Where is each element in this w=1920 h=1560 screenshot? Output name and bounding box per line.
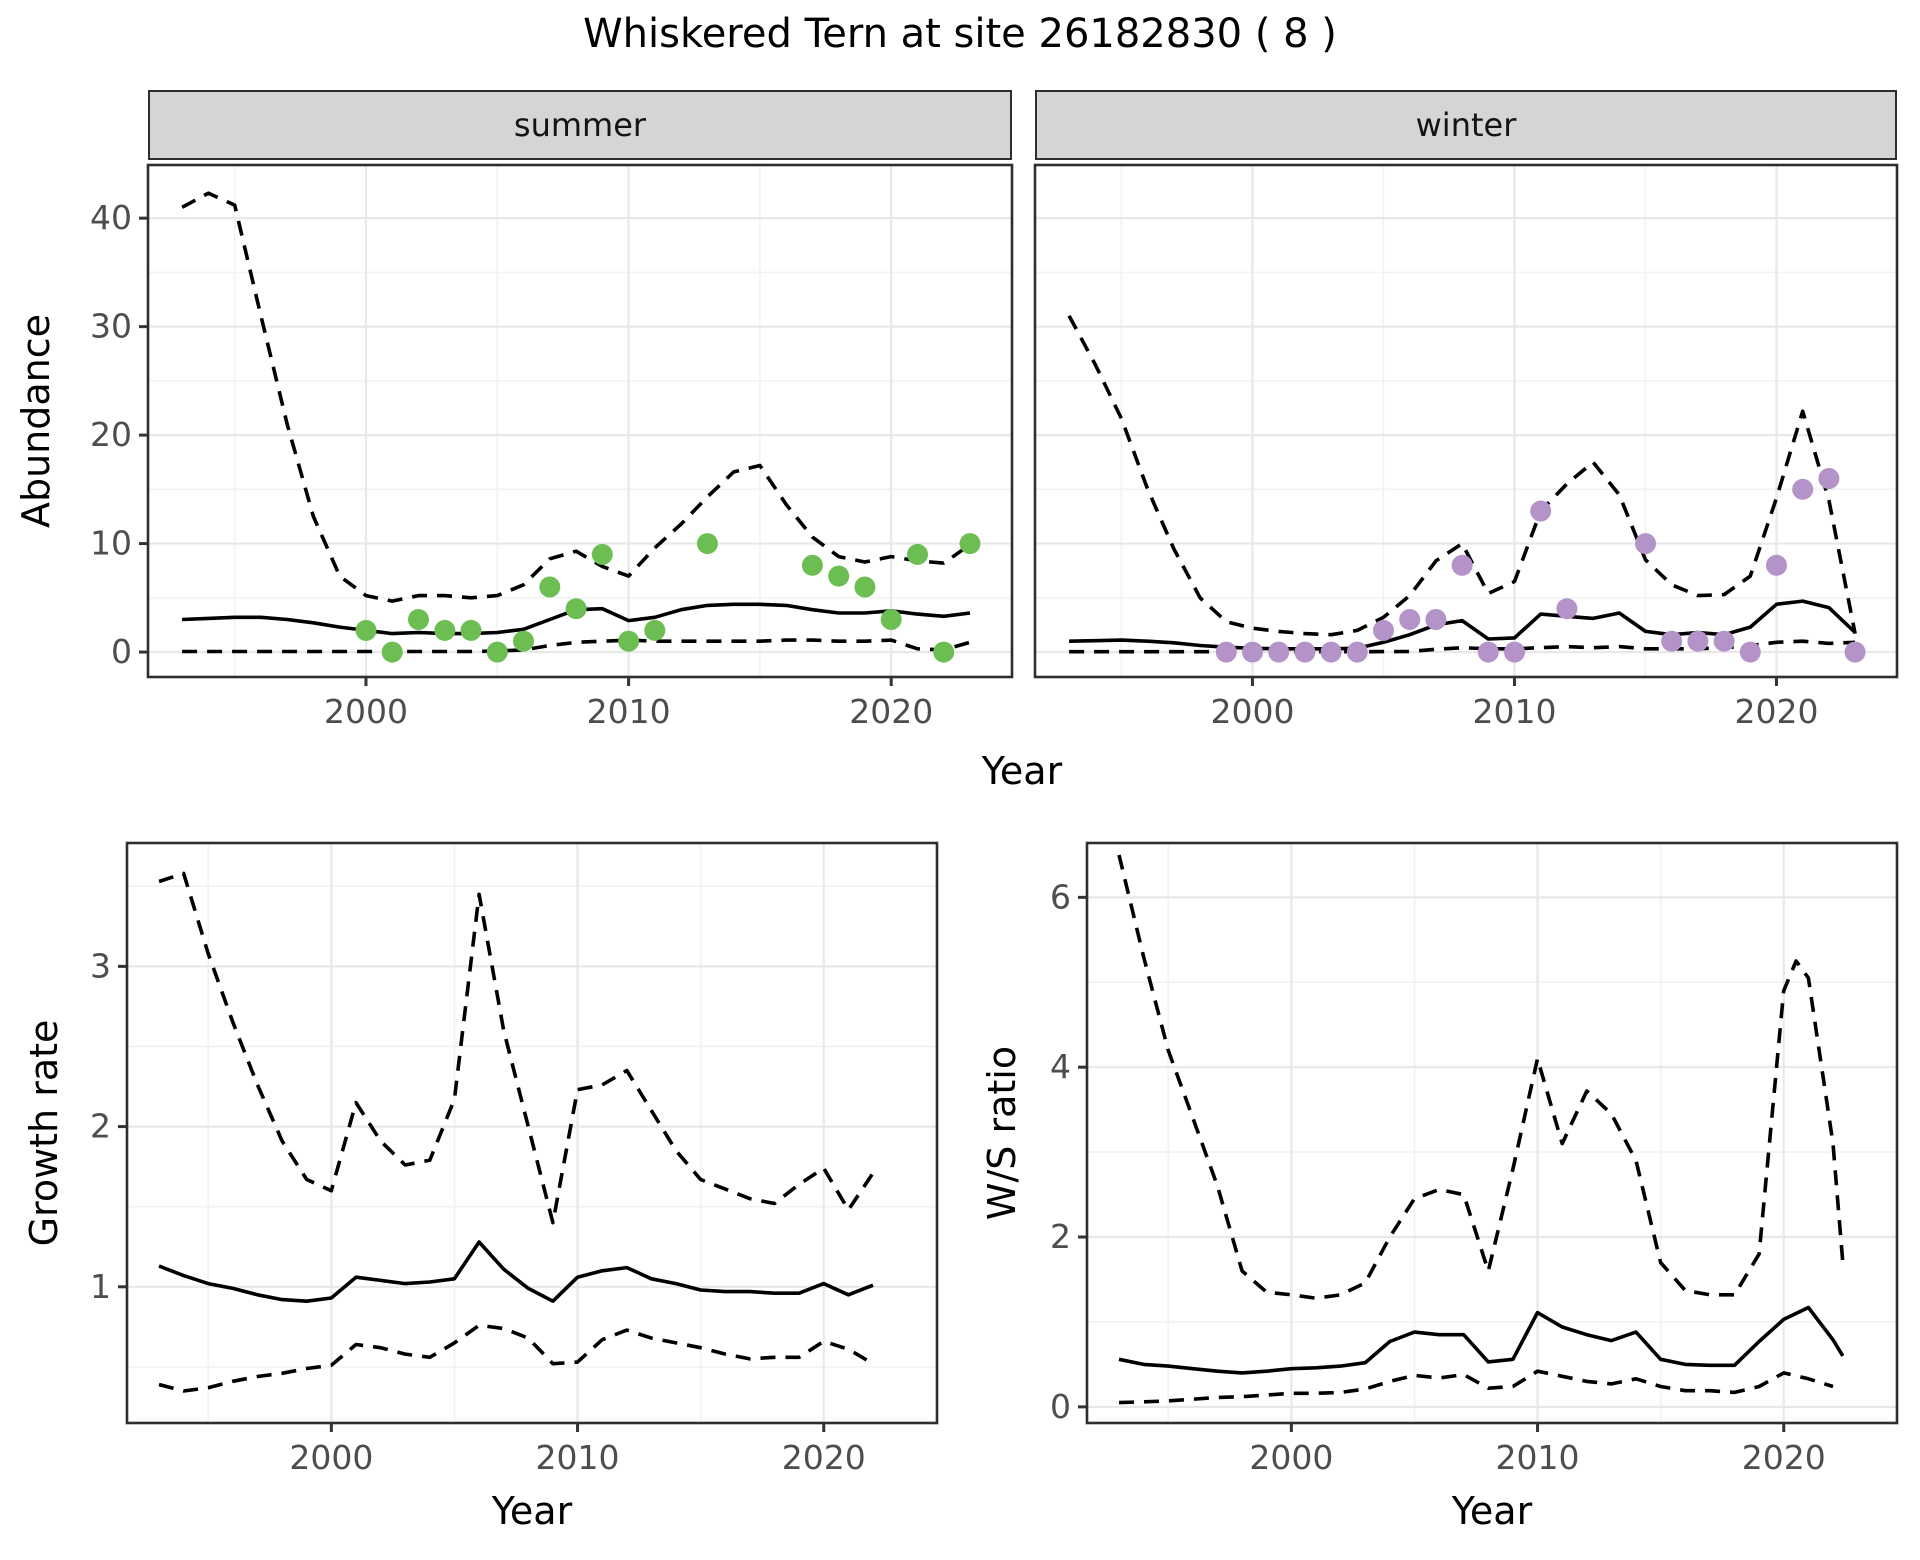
data-point — [1844, 641, 1866, 663]
panel-background — [1087, 843, 1897, 1423]
data-point — [408, 609, 429, 630]
y-tick-label: 0 — [1050, 1387, 1071, 1426]
data-point — [959, 533, 981, 555]
data-point — [1556, 598, 1578, 620]
data-point — [644, 619, 666, 641]
data-point — [696, 533, 718, 555]
x-tick-label: 2000 — [289, 1438, 373, 1477]
x-tick-label: 2000 — [1249, 1438, 1333, 1477]
data-point — [1451, 554, 1473, 576]
data-point — [828, 565, 850, 587]
data-point — [1215, 641, 1237, 663]
data-point — [1661, 630, 1683, 652]
x-axis-title-ws: Year — [1451, 1489, 1533, 1533]
panel-background — [127, 843, 937, 1423]
data-point — [381, 641, 403, 663]
data-point — [1242, 641, 1263, 663]
x-tick-label: 2020 — [1734, 692, 1818, 731]
data-point — [1294, 641, 1316, 663]
data-point — [1373, 619, 1394, 641]
data-point — [1504, 641, 1525, 663]
median-line — [1118, 1305, 1845, 1375]
y-tick-label: 10 — [90, 524, 132, 563]
x-tick-label: 2020 — [1742, 1438, 1826, 1477]
x-tick-label: 2020 — [782, 1438, 866, 1477]
data-point — [1268, 641, 1290, 663]
y-tick-label: 3 — [90, 946, 111, 985]
y-tick-label: 30 — [90, 307, 132, 346]
x-axis-title-growth: Year — [491, 1489, 573, 1533]
facet-label-winter: winter — [1415, 106, 1517, 144]
data-point — [1792, 478, 1814, 500]
y-tick-label: 0 — [111, 632, 132, 671]
facet-strip-summer: summer — [148, 90, 1012, 160]
data-point — [1477, 641, 1499, 663]
chart-title: Whiskered Tern at site 26182830 ( 8 ) — [583, 11, 1337, 57]
data-point — [933, 641, 955, 663]
x-tick-label: 2000 — [324, 692, 408, 731]
data-point — [1818, 468, 1840, 489]
panel-border — [1085, 841, 1899, 1425]
x-tick-label: 2010 — [1496, 1438, 1580, 1477]
data-point — [1425, 609, 1447, 630]
median-line — [158, 1240, 874, 1303]
panel-border — [146, 163, 1014, 679]
data-point — [460, 619, 482, 641]
lower_ci-line — [182, 638, 971, 654]
data-point — [434, 619, 456, 641]
y-tick-label: 1 — [90, 1267, 111, 1306]
x-tick-label: 2010 — [587, 692, 671, 731]
panel-background — [1035, 165, 1897, 677]
data-point — [1346, 641, 1368, 663]
y-tick-label: 4 — [1050, 1047, 1071, 1086]
x-axis-title-top: Year — [981, 749, 1063, 793]
y-tick-label: 6 — [1050, 877, 1071, 916]
lower_ci-line — [1118, 1369, 1834, 1405]
panel-border — [125, 841, 939, 1425]
upper_ci-line — [1067, 314, 1857, 637]
y-tick-label: 2 — [90, 1107, 111, 1146]
data-point — [513, 630, 534, 652]
data-point — [539, 576, 561, 598]
facet-label-summer: summer — [513, 106, 647, 144]
lower_ci-line — [158, 1323, 874, 1393]
upper_ci-line — [158, 871, 875, 1225]
facet-strip-winter: winter — [1035, 90, 1897, 160]
upper_ci-line — [1117, 854, 1845, 1300]
y-tick-label: 40 — [90, 198, 132, 237]
x-tick-label: 2010 — [536, 1438, 620, 1477]
data-point — [591, 543, 613, 565]
y-tick-label: 20 — [90, 415, 132, 454]
data-point — [618, 630, 640, 652]
data-point — [907, 543, 928, 565]
data-point — [1713, 630, 1735, 652]
x-tick-label: 2010 — [1472, 692, 1556, 731]
data-point — [1766, 554, 1787, 576]
x-tick-label: 2000 — [1210, 692, 1294, 731]
data-point — [801, 554, 823, 576]
x-tick-label: 2020 — [849, 692, 933, 731]
data-point — [1635, 533, 1656, 555]
data-point — [1399, 609, 1421, 630]
data-point — [355, 619, 377, 641]
data-point — [1320, 641, 1342, 663]
data-point — [486, 641, 508, 663]
y-tick-label: 2 — [1050, 1217, 1071, 1256]
upper_ci-line — [181, 191, 972, 603]
data-point — [1687, 630, 1709, 652]
data-point — [880, 609, 902, 630]
data-point — [1739, 641, 1761, 663]
data-point — [565, 598, 587, 620]
data-point — [1530, 500, 1552, 522]
panel-border — [1033, 163, 1899, 679]
data-point — [854, 576, 876, 598]
